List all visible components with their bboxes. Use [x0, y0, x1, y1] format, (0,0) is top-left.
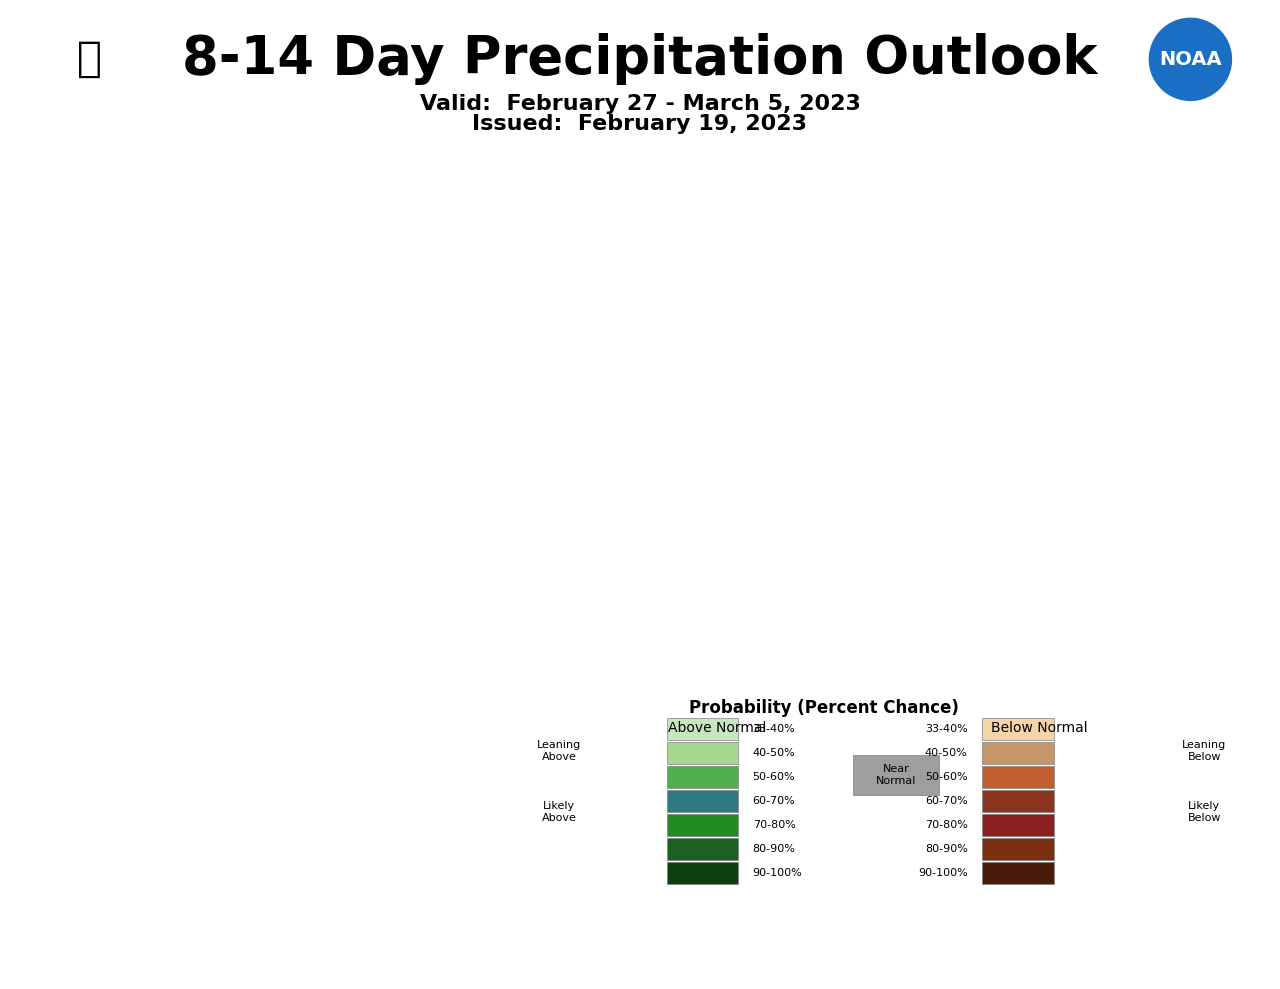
- Text: 60-70%: 60-70%: [753, 796, 795, 806]
- Text: 70-80%: 70-80%: [753, 820, 795, 830]
- FancyBboxPatch shape: [667, 718, 739, 740]
- FancyBboxPatch shape: [667, 862, 739, 884]
- Text: 60-70%: 60-70%: [925, 796, 968, 806]
- FancyBboxPatch shape: [852, 756, 940, 794]
- FancyBboxPatch shape: [982, 862, 1053, 884]
- Text: NOAA: NOAA: [1160, 49, 1221, 69]
- Text: Likely
Above: Likely Above: [541, 801, 576, 823]
- FancyBboxPatch shape: [667, 766, 739, 788]
- Text: 50-60%: 50-60%: [925, 772, 968, 782]
- FancyBboxPatch shape: [982, 838, 1053, 859]
- Text: Probability (Percent Chance): Probability (Percent Chance): [690, 699, 959, 717]
- Text: 90-100%: 90-100%: [918, 868, 968, 878]
- FancyBboxPatch shape: [667, 814, 739, 836]
- Text: 8-14 Day Precipitation Outlook: 8-14 Day Precipitation Outlook: [182, 34, 1098, 85]
- Text: 🏛: 🏛: [77, 39, 102, 80]
- FancyBboxPatch shape: [982, 814, 1053, 836]
- Text: 40-50%: 40-50%: [925, 749, 968, 759]
- Text: Issued:  February 19, 2023: Issued: February 19, 2023: [472, 114, 808, 134]
- FancyBboxPatch shape: [982, 743, 1053, 764]
- FancyBboxPatch shape: [982, 766, 1053, 788]
- FancyBboxPatch shape: [667, 790, 739, 812]
- FancyBboxPatch shape: [667, 743, 739, 764]
- Text: 50-60%: 50-60%: [753, 772, 795, 782]
- Text: 70-80%: 70-80%: [925, 820, 968, 830]
- Text: 80-90%: 80-90%: [925, 844, 968, 854]
- Text: Likely
Below: Likely Below: [1188, 801, 1221, 823]
- Text: Leaning
Below: Leaning Below: [1183, 740, 1226, 762]
- Text: Below Normal: Below Normal: [991, 721, 1088, 735]
- Text: 40-50%: 40-50%: [753, 749, 795, 759]
- Text: 90-100%: 90-100%: [753, 868, 803, 878]
- Text: 80-90%: 80-90%: [753, 844, 795, 854]
- FancyBboxPatch shape: [982, 790, 1053, 812]
- FancyBboxPatch shape: [982, 718, 1053, 740]
- Text: 33-40%: 33-40%: [925, 724, 968, 734]
- Text: Leaning
Above: Leaning Above: [538, 740, 581, 762]
- Text: Near
Normal: Near Normal: [876, 764, 916, 786]
- FancyBboxPatch shape: [667, 838, 739, 859]
- Text: 33-40%: 33-40%: [753, 724, 795, 734]
- Text: Above Normal: Above Normal: [668, 721, 765, 735]
- Text: Valid:  February 27 - March 5, 2023: Valid: February 27 - March 5, 2023: [420, 94, 860, 114]
